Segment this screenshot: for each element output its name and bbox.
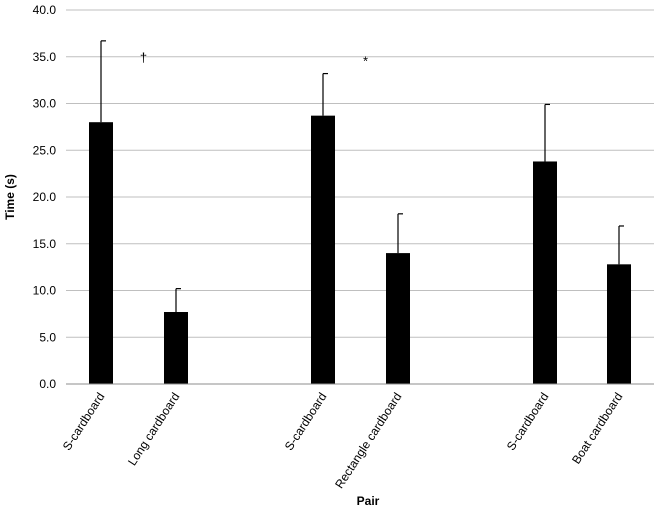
x-tick-label: Rectangle cardboard bbox=[332, 390, 404, 491]
y-axis-title: Time (s) bbox=[3, 174, 17, 220]
bar bbox=[533, 161, 557, 384]
y-tick-label: 0.0 bbox=[39, 377, 56, 391]
bars bbox=[89, 115, 631, 384]
y-tick-label: 20.0 bbox=[33, 190, 57, 204]
significance-marker: † bbox=[140, 50, 147, 65]
y-tick-label: 40.0 bbox=[33, 3, 57, 17]
error-bars bbox=[100, 40, 624, 313]
x-tick-label: S-cardboard bbox=[60, 390, 108, 453]
y-tick-label: 10.0 bbox=[33, 284, 57, 298]
x-axis-title: Pair bbox=[357, 494, 380, 508]
y-tick-label: 25.0 bbox=[33, 143, 57, 157]
gridlines bbox=[66, 9, 654, 338]
annotations: † * bbox=[140, 50, 368, 69]
x-axis-ticks: S-cardboard Long cardboard S-cardboard Rect… bbox=[60, 390, 626, 491]
y-tick-label: 15.0 bbox=[33, 237, 57, 251]
error-bar bbox=[618, 225, 624, 265]
y-tick-label: 30.0 bbox=[33, 97, 57, 111]
bar bbox=[386, 253, 410, 384]
bar bbox=[89, 122, 113, 384]
significance-marker: * bbox=[363, 53, 368, 68]
error-bar bbox=[544, 103, 550, 162]
y-tick-label: 35.0 bbox=[33, 50, 57, 64]
x-tick-label: S-cardboard bbox=[282, 390, 330, 453]
bar bbox=[164, 312, 188, 384]
x-tick-label: Boat cardboard bbox=[569, 390, 625, 466]
error-bar bbox=[175, 288, 181, 313]
y-axis-ticks: 0.0 5.0 10.0 15.0 20.0 25.0 30.0 35.0 40.0 bbox=[33, 3, 57, 391]
error-bar bbox=[100, 40, 106, 123]
x-tick-label: S-cardboard bbox=[504, 390, 552, 453]
error-bar bbox=[322, 72, 328, 116]
y-tick-label: 5.0 bbox=[39, 330, 56, 344]
bar bbox=[311, 115, 335, 384]
error-bar bbox=[397, 213, 403, 254]
x-tick-label: Long cardboard bbox=[125, 390, 183, 468]
bar bbox=[607, 264, 631, 384]
